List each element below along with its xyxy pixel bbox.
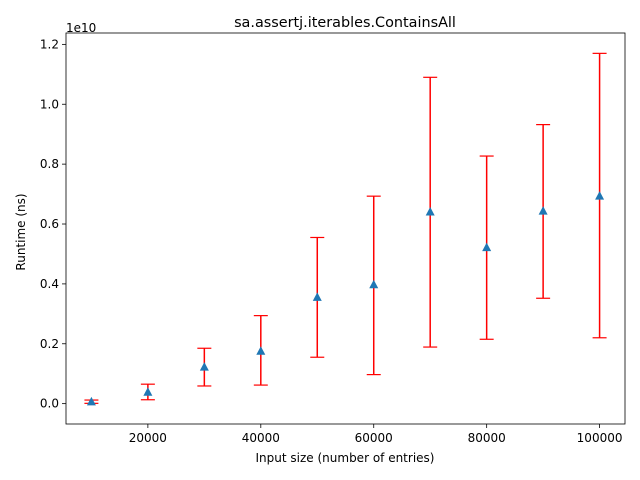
x-tick-label: 40000 xyxy=(242,431,280,445)
y-tick-label: 0.2 xyxy=(40,337,59,351)
data-point xyxy=(482,242,492,252)
data-point xyxy=(425,207,435,216)
data-point xyxy=(369,279,379,289)
data-point xyxy=(595,191,605,200)
plot-area: 20000 40000 60000 80000 100000 0.0 0.2 0.4 0.6 0.… xyxy=(40,32,626,445)
y-tick-label: 1.0 xyxy=(40,97,59,111)
x-tick-label: 100000 xyxy=(577,431,623,445)
x-axis-label: Input size (number of entries) xyxy=(256,451,435,465)
data-point xyxy=(312,292,322,301)
data-point xyxy=(86,396,96,406)
x-tick-label: 80000 xyxy=(468,431,506,445)
chart-title: sa.assertj.iterables.ContainsAll xyxy=(234,15,456,31)
y-axis-label: Runtime (ns) xyxy=(14,193,28,270)
y-tick-label: 0.8 xyxy=(40,157,59,171)
y-tick-label: 0.6 xyxy=(40,217,59,231)
y-offset-label: 1e10 xyxy=(66,21,96,35)
x-tick-label: 60000 xyxy=(355,431,393,445)
data-point xyxy=(143,387,153,396)
y-tick-label: 0.4 xyxy=(40,277,59,291)
data-point xyxy=(538,206,548,215)
x-tick-label: 20000 xyxy=(129,431,167,445)
data-point xyxy=(199,362,209,371)
y-tick-label: 0.0 xyxy=(40,397,59,411)
y-tick-label: 1.2 xyxy=(40,37,59,51)
data-point xyxy=(256,346,266,355)
axes-frame xyxy=(65,32,626,425)
